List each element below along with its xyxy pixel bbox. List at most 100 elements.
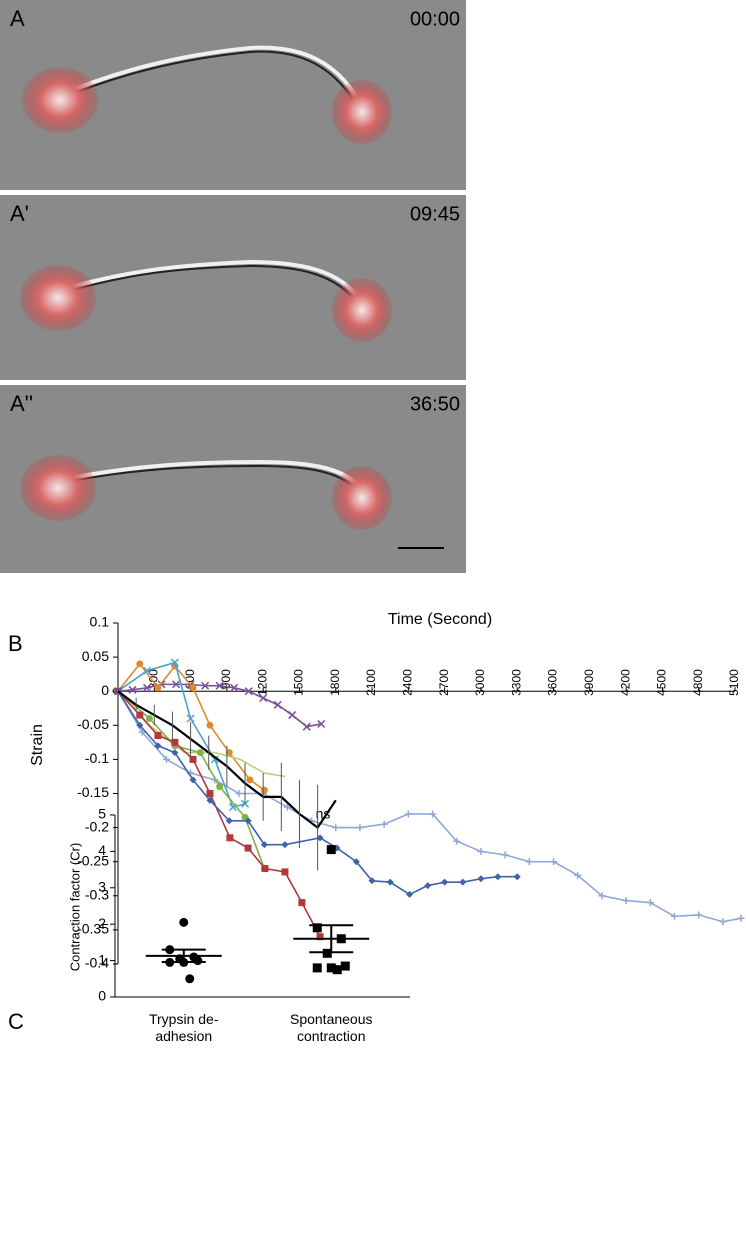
time-stamp: 00:00: [410, 8, 460, 30]
marker: [216, 783, 224, 791]
x-tick-label: 3300: [509, 669, 523, 696]
x-tick-label: 4500: [655, 669, 669, 696]
y-tick-label: -0.4: [85, 955, 109, 971]
marker: [550, 858, 558, 866]
marker: [424, 882, 432, 890]
y-tick-label: 2: [98, 915, 106, 931]
y-tick-label: 4: [98, 842, 106, 858]
marker: [477, 847, 485, 855]
marker: [189, 755, 197, 763]
x-tick-label: 3000: [473, 669, 487, 696]
y-tick-label: -0.1: [85, 750, 109, 766]
y-tick-label: 5: [98, 806, 106, 822]
marker: [737, 914, 745, 922]
error-bar: [161, 948, 206, 964]
marker: [260, 841, 268, 849]
marker: [386, 878, 394, 886]
marker: [513, 873, 521, 881]
marker: [143, 683, 152, 692]
marker: [225, 817, 233, 825]
time-stamp: 09:45: [410, 203, 460, 225]
y-tick-label: 0.1: [90, 614, 110, 630]
marker: [145, 714, 153, 722]
marker: [226, 834, 234, 842]
marker: [259, 693, 268, 703]
y-tick-label: -0.3: [85, 887, 109, 903]
marker: [154, 684, 162, 692]
series-line: [117, 690, 518, 896]
panel-label: B: [8, 631, 23, 656]
marker: [352, 858, 360, 866]
annotation: ns: [316, 806, 331, 822]
micrograph: [0, 385, 466, 573]
x-tick-label: 3900: [582, 669, 596, 696]
marker: [185, 974, 195, 984]
marker: [322, 948, 332, 958]
marker: [244, 687, 253, 696]
marker: [196, 749, 204, 757]
y-tick-label: -0.2: [85, 818, 109, 834]
marker: [429, 810, 437, 818]
x-tick-label: 2400: [401, 669, 415, 696]
marker: [170, 658, 179, 667]
marker: [283, 803, 291, 811]
marker: [273, 700, 282, 709]
marker: [316, 933, 324, 941]
marker: [695, 911, 703, 919]
panel-label: A'': [10, 391, 33, 416]
marker: [210, 755, 219, 764]
marker: [189, 684, 197, 692]
marker: [404, 810, 412, 818]
marker: [312, 963, 322, 973]
marker: [525, 858, 533, 866]
marker: [246, 776, 254, 784]
marker: [380, 820, 388, 828]
marker: [453, 837, 461, 845]
x-tick-label: 4800: [691, 669, 705, 696]
y-tick-label: 0.05: [82, 648, 109, 664]
marker: [206, 721, 214, 729]
marker: [136, 660, 144, 668]
marker: [494, 873, 502, 881]
marker: [154, 742, 162, 750]
marker: [316, 834, 324, 842]
panel-label: C: [8, 1009, 24, 1034]
marker: [326, 963, 336, 973]
y-tick-label: 0: [98, 988, 106, 1004]
x-tick-label: 5100: [727, 669, 741, 696]
marker: [162, 755, 170, 763]
marker: [671, 912, 679, 920]
y-tick-label: -0.25: [77, 852, 109, 868]
marker: [646, 899, 654, 907]
y-axis-title: Contraction factor (Cr): [67, 843, 82, 972]
x-tick-label: Spontaneous contraction: [289, 1011, 373, 1044]
marker: [356, 824, 364, 832]
marker: [201, 681, 210, 690]
x-tick-label: 1800: [328, 669, 342, 696]
marker: [128, 685, 137, 694]
marker: [244, 817, 252, 825]
panel-label: A: [10, 6, 25, 31]
marker: [332, 824, 340, 832]
y-axis-title: Strain: [29, 724, 46, 766]
marker: [154, 732, 162, 740]
marker: [235, 790, 243, 797]
time-stamp: 36:50: [410, 393, 460, 415]
y-tick-label: -0.05: [77, 716, 109, 732]
x-tick-label: 3600: [546, 669, 560, 696]
marker: [206, 790, 214, 797]
marker: [193, 956, 203, 966]
micrograph: [0, 0, 466, 190]
x-tick-label: 1500: [292, 669, 306, 696]
marker: [261, 865, 269, 873]
marker: [288, 711, 297, 720]
x-tick-label: 4200: [618, 669, 632, 696]
marker: [171, 738, 179, 746]
marker: [406, 890, 414, 898]
marker: [179, 917, 189, 927]
marker: [281, 868, 289, 876]
series-line: [117, 690, 321, 938]
marker: [477, 875, 485, 883]
